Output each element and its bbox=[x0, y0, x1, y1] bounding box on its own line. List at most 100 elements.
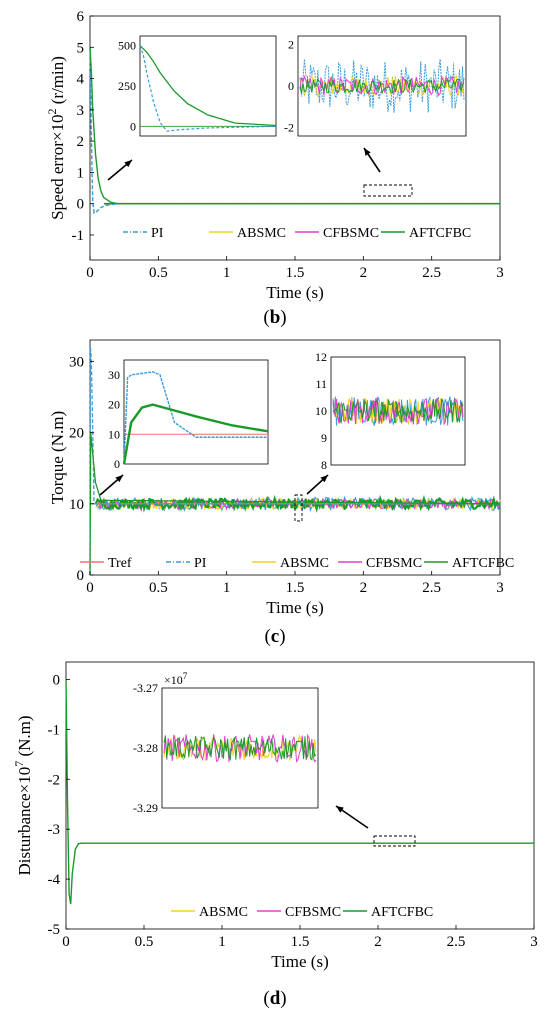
inset-series-pi bbox=[123, 371, 268, 465]
inset-y-tick-label: -3.29 bbox=[133, 801, 158, 815]
y-axis-label: Disturbance×107 (N.m) bbox=[12, 715, 34, 875]
series-pi bbox=[89, 47, 500, 215]
y-tick-label: 1 bbox=[77, 165, 85, 181]
x-tick-label: 2 bbox=[374, 934, 382, 950]
zoom-arrow-head bbox=[320, 475, 328, 483]
legend-label-pi: PI bbox=[151, 226, 164, 241]
y-tick-label: -3 bbox=[48, 822, 61, 838]
inset-series-pi bbox=[299, 59, 465, 113]
inset-series-pi bbox=[139, 45, 277, 132]
y-axis-label-exponent: 2 bbox=[45, 108, 59, 114]
x-tick-label: 0.5 bbox=[149, 265, 168, 281]
y-tick-label: 4 bbox=[77, 72, 85, 88]
zoom-box bbox=[363, 184, 413, 197]
inset-y-tick-label: -2 bbox=[284, 121, 294, 135]
y-tick-label: -1 bbox=[48, 722, 61, 738]
y-axis-label: Torque (N.m) bbox=[48, 411, 67, 504]
y-tick-label: 0 bbox=[77, 568, 85, 584]
legend-label-cfbsmc: CFBSMC bbox=[285, 905, 341, 920]
inset-exponent: ×107 bbox=[164, 671, 188, 687]
y-axis-label-text: Speed error×10 bbox=[48, 114, 67, 219]
x-tick-label: 0 bbox=[62, 934, 70, 950]
legend-label-aftcfbc: AFTCFBC bbox=[371, 905, 433, 920]
y-axis-label-exponent: 7 bbox=[12, 761, 26, 767]
legend-label-absmc: ABSMC bbox=[280, 556, 329, 571]
y-tick-label: 2 bbox=[77, 134, 85, 150]
inset-y-tick-label: 0 bbox=[288, 79, 294, 93]
y-axis-label-text: Torque (N.m) bbox=[48, 411, 67, 504]
inset-y-tick-label: 12 bbox=[315, 350, 327, 364]
panel-label: (c) bbox=[264, 626, 285, 647]
series-aftcfbc bbox=[89, 432, 501, 576]
inset-y-tick-label: 250 bbox=[118, 79, 136, 93]
inset-y-tick-label: 9 bbox=[321, 431, 327, 445]
zoom-arrow-head bbox=[124, 160, 132, 168]
y-tick-label: 10 bbox=[69, 497, 84, 513]
x-tick-label: 0.5 bbox=[135, 934, 154, 950]
series-aftcfbc bbox=[65, 679, 534, 905]
x-axis-label: Time (s) bbox=[271, 952, 328, 971]
chart-speed-error: 0 0.5 1 1.5 2 2.5 3 -1 0 1 2 3 4 5 6 Time (s) Speed erro… bbox=[45, 9, 504, 328]
x-axis-label: Time (s) bbox=[266, 283, 323, 302]
inset-y-tick-label: 11 bbox=[315, 377, 327, 391]
x-tick-label: 1 bbox=[223, 265, 231, 281]
x-tick-label: 0 bbox=[86, 265, 94, 281]
inset-y-tick-label: 10 bbox=[315, 404, 327, 418]
zoom-box bbox=[373, 835, 416, 847]
inset-y-tick-label: -3.28 bbox=[133, 741, 158, 755]
chart-disturbance: 0 0.5 1 1.5 2 2.5 3 -5 -4 -3 -2 -1 0 Time (s) Disturba… bbox=[12, 661, 538, 1009]
x-tick-label: 1 bbox=[218, 934, 226, 950]
inset-y-tick-label: 2 bbox=[288, 37, 294, 51]
y-tick-label: 30 bbox=[69, 354, 84, 370]
legend-label-absmc: ABSMC bbox=[199, 905, 248, 920]
x-tick-label: 3 bbox=[496, 580, 504, 596]
legend-label-pi: PI bbox=[194, 556, 207, 571]
y-tick-label: -2 bbox=[48, 772, 61, 788]
series-aftcfbc bbox=[89, 47, 500, 205]
zoom-box bbox=[294, 494, 303, 522]
legend-label-cfbsmc: CFBSMC bbox=[323, 226, 379, 241]
x-tick-label: 1.5 bbox=[286, 580, 305, 596]
y-tick-label: -5 bbox=[48, 922, 61, 938]
inset-y-tick-label: 8 bbox=[321, 458, 327, 472]
zoom-arrow-head bbox=[336, 806, 344, 813]
x-tick-label: 2.5 bbox=[447, 934, 466, 950]
zoom-arrow-head bbox=[115, 475, 123, 483]
inset-transient bbox=[139, 35, 277, 137]
y-axis-label-unit: (r/min) bbox=[48, 56, 67, 108]
y-tick-label: 0 bbox=[77, 197, 85, 213]
x-tick-label: 2.5 bbox=[422, 265, 441, 281]
inset-y-tick-label: 500 bbox=[118, 39, 136, 53]
inset-series-aftcfbc bbox=[332, 398, 464, 424]
y-tick-label: -1 bbox=[72, 228, 85, 244]
legend-label-absmc: ABSMC bbox=[237, 226, 286, 241]
inset-y-tick-label: 20 bbox=[108, 398, 120, 412]
y-tick-label: 20 bbox=[69, 426, 84, 442]
y-tick-label: 6 bbox=[77, 9, 85, 25]
inset-series-aftcfbc bbox=[163, 735, 317, 762]
inset-y-tick-label: 30 bbox=[108, 368, 120, 382]
inset-y-tick-label: -3.27 bbox=[133, 681, 158, 695]
x-axis-label: Time (s) bbox=[266, 598, 323, 617]
panel-label: (d) bbox=[263, 988, 286, 1009]
y-axis-label-text: Disturbance×10 bbox=[15, 767, 34, 876]
inset-y-tick-label: 10 bbox=[108, 427, 120, 441]
y-axis-label: Speed error×102 (r/min) bbox=[45, 56, 67, 220]
inset-transient bbox=[123, 359, 269, 465]
y-axis-label-unit: (N.m) bbox=[15, 715, 34, 760]
y-tick-label: 3 bbox=[77, 103, 85, 119]
legend-label-tref: Tref bbox=[108, 556, 132, 571]
inset-series-aftcfbc bbox=[139, 45, 277, 127]
y-tick-label: 5 bbox=[77, 40, 85, 56]
x-tick-label: 2 bbox=[360, 580, 368, 596]
x-tick-label: 3 bbox=[530, 934, 538, 950]
legend-label-aftcfbc: AFTCFBC bbox=[452, 556, 514, 571]
x-tick-label: 0.5 bbox=[149, 580, 168, 596]
legend-label-aftcfbc: AFTCFBC bbox=[409, 226, 471, 241]
y-tick-label: 0 bbox=[53, 672, 61, 688]
zoom-arrow-head bbox=[364, 148, 371, 156]
x-tick-label: 0 bbox=[86, 580, 94, 596]
inset-series-aftcfbc bbox=[122, 403, 269, 465]
